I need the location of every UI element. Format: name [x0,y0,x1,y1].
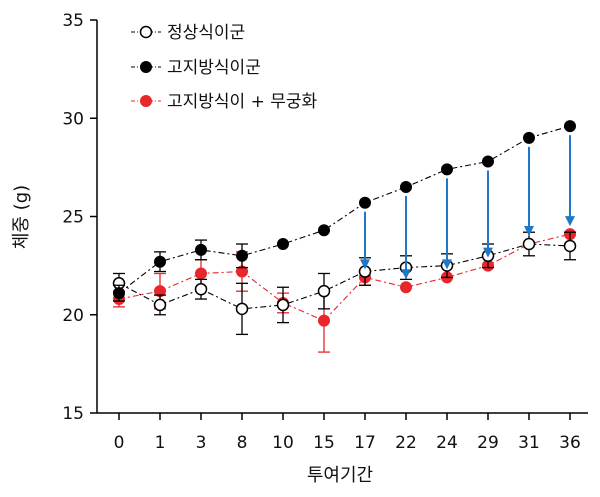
down-arrow-head [524,226,534,237]
data-point [153,298,167,312]
x-tick-label: 0 [114,433,125,453]
series-line [118,125,571,294]
down-arrow-head [360,259,370,270]
x-tick-label: 17 [354,433,376,453]
data-point [441,163,453,176]
data-point [195,267,207,280]
legend-label: 정상식이군 [167,23,245,43]
data-point [195,243,207,256]
series-line [118,243,571,310]
x-tick-label: 1 [155,433,166,453]
annotation-arrows [360,135,575,280]
y-tick-label: 15 [62,404,84,424]
x-tick-label: 15 [313,433,335,453]
legend-label: 고지방식이군 [167,58,261,78]
down-arrow-head [565,216,575,227]
data-point [194,282,208,296]
data-point [317,284,331,298]
data-point [564,120,576,133]
data-point [400,281,412,294]
data-point [400,181,412,194]
x-tick-label: 10 [272,433,294,453]
x-tick-label: 29 [477,433,499,453]
data-point [113,287,125,300]
legend-marker [140,61,152,73]
data-point [522,237,536,251]
x-tick-label: 36 [559,433,581,453]
x-tick-label: 8 [237,433,248,453]
data-point [482,155,494,168]
legend-item-1: 고지방식이군 [131,58,261,78]
data-point [276,298,290,312]
legend-label: 고지방식이 + 무궁화 [167,92,318,112]
legend-item-0: 정상식이군 [131,23,245,43]
legend-marker [140,95,152,107]
data-point [236,249,248,262]
series-0 [112,231,577,336]
series-1 [113,120,576,302]
y-axis-title: 체중 (g) [11,185,32,249]
data-point [318,314,330,327]
y-tick-label: 30 [62,109,84,129]
x-axis-title: 투여기간 [307,465,373,486]
x-tick-label: 31 [518,433,540,453]
y-tick-label: 20 [62,306,84,326]
y-tick-label: 25 [62,208,84,228]
data-point [359,196,371,209]
series-layer [112,120,577,353]
down-arrow-head [483,247,493,258]
data-point [277,238,289,251]
data-point [235,302,249,316]
data-point [523,131,535,144]
series-2 [113,228,576,353]
legend-marker [139,25,153,39]
legend-item-2: 고지방식이 + 무궁화 [131,92,318,112]
x-tick-label: 24 [436,433,458,453]
axes: 15 20 25 30 35 0 1 3 8 10 15 17 22 24 29 31 36 [62,11,588,453]
series-line [118,233,571,322]
data-point [154,255,166,268]
y-tick-label: 35 [62,11,84,31]
down-arrow-head [401,269,411,280]
data-point [563,239,577,253]
data-point [318,224,330,237]
x-tick-label: 22 [395,433,417,453]
x-tick-label: 3 [196,433,207,453]
down-arrow-head [442,259,452,270]
